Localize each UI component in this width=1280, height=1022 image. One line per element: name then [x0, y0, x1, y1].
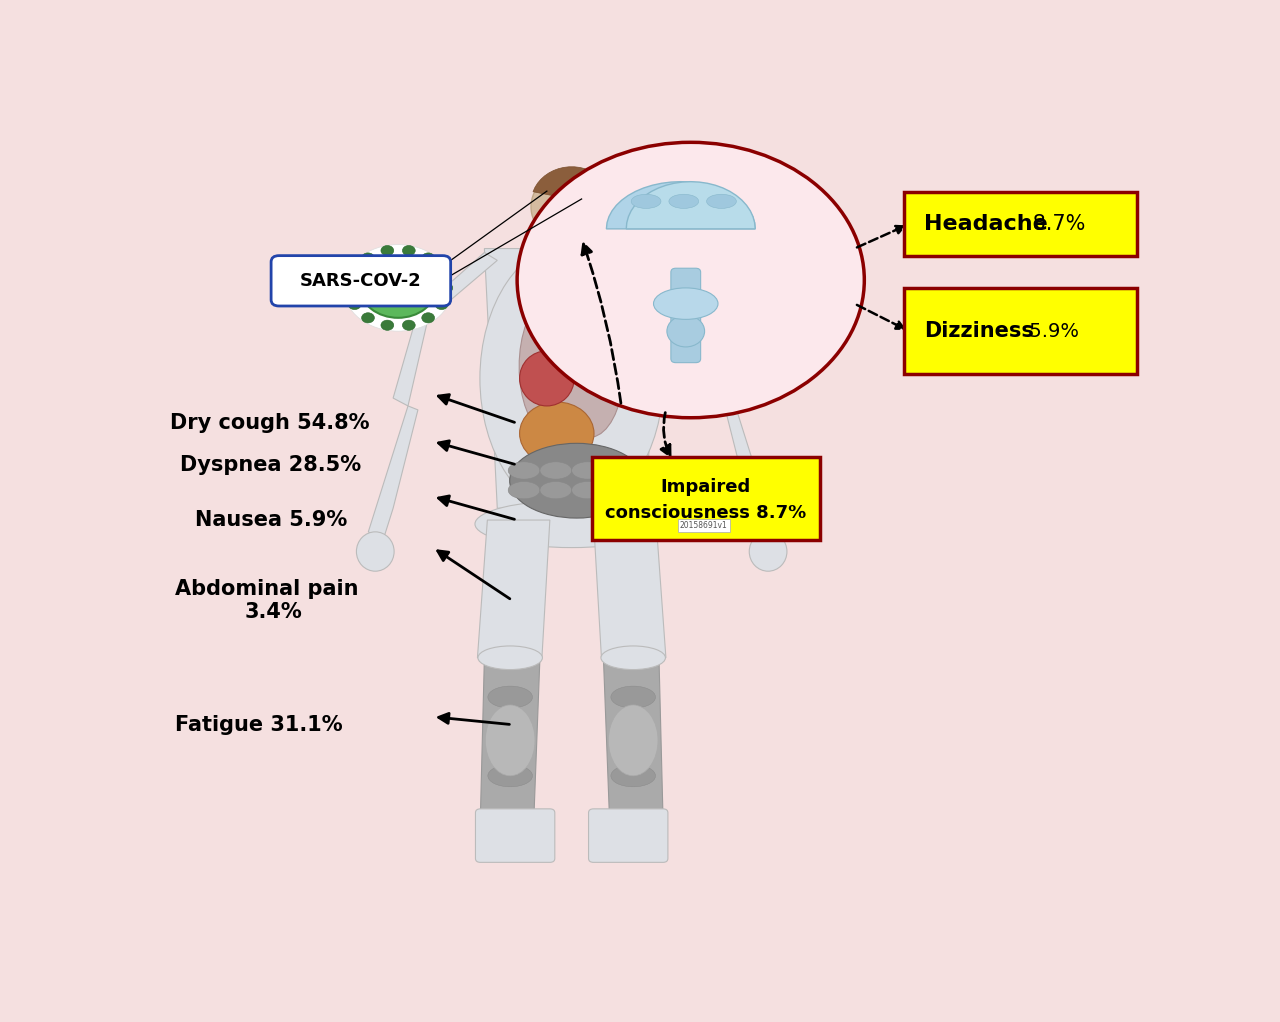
Circle shape — [385, 295, 394, 304]
Ellipse shape — [488, 764, 532, 787]
Ellipse shape — [611, 764, 655, 787]
Ellipse shape — [480, 242, 663, 514]
Polygon shape — [556, 295, 625, 437]
Ellipse shape — [488, 686, 532, 708]
Circle shape — [402, 295, 411, 304]
Text: Dyspnea 28.5%: Dyspnea 28.5% — [179, 455, 361, 475]
FancyBboxPatch shape — [589, 808, 668, 863]
Polygon shape — [626, 182, 755, 229]
FancyBboxPatch shape — [591, 457, 819, 540]
Polygon shape — [603, 658, 663, 816]
Ellipse shape — [572, 481, 603, 499]
Text: Dizziness: Dizziness — [924, 321, 1034, 341]
Ellipse shape — [531, 171, 612, 243]
Circle shape — [381, 245, 394, 256]
Ellipse shape — [603, 481, 635, 499]
Circle shape — [343, 283, 356, 293]
Circle shape — [435, 299, 448, 310]
Ellipse shape — [669, 194, 699, 208]
Text: consciousness 8.7%: consciousness 8.7% — [605, 504, 806, 522]
Circle shape — [361, 258, 435, 318]
Ellipse shape — [631, 194, 660, 208]
Polygon shape — [369, 406, 417, 540]
Polygon shape — [646, 252, 750, 406]
Circle shape — [440, 283, 453, 293]
Text: Headache: Headache — [924, 215, 1047, 234]
FancyBboxPatch shape — [475, 808, 554, 863]
Polygon shape — [594, 520, 666, 658]
Ellipse shape — [356, 531, 394, 571]
Circle shape — [381, 320, 394, 330]
Ellipse shape — [488, 726, 532, 747]
Circle shape — [421, 313, 435, 323]
Polygon shape — [726, 406, 776, 540]
Circle shape — [361, 252, 375, 263]
Circle shape — [402, 272, 411, 280]
Circle shape — [410, 284, 420, 292]
Ellipse shape — [508, 462, 540, 479]
FancyBboxPatch shape — [271, 256, 451, 306]
Ellipse shape — [540, 481, 572, 499]
Circle shape — [393, 284, 403, 292]
Circle shape — [376, 284, 387, 292]
Text: 5.9%: 5.9% — [1023, 322, 1079, 340]
Circle shape — [517, 142, 864, 418]
Polygon shape — [520, 295, 589, 437]
FancyBboxPatch shape — [549, 202, 594, 251]
Circle shape — [361, 313, 375, 323]
Circle shape — [385, 272, 394, 280]
Ellipse shape — [667, 316, 704, 346]
Polygon shape — [480, 658, 540, 816]
Text: 3.4%: 3.4% — [244, 602, 302, 622]
Ellipse shape — [540, 462, 572, 479]
Text: SARS-COV-2: SARS-COV-2 — [300, 272, 421, 290]
Ellipse shape — [509, 444, 644, 518]
Ellipse shape — [707, 194, 736, 208]
Polygon shape — [393, 252, 497, 406]
Text: Fatigue 31.1%: Fatigue 31.1% — [175, 714, 343, 735]
Ellipse shape — [520, 402, 594, 465]
Ellipse shape — [608, 705, 658, 776]
Circle shape — [343, 244, 453, 331]
FancyBboxPatch shape — [904, 288, 1137, 374]
Ellipse shape — [520, 351, 575, 406]
Ellipse shape — [654, 288, 718, 319]
Text: Dry cough 54.8%: Dry cough 54.8% — [170, 413, 370, 433]
Ellipse shape — [611, 686, 655, 708]
Polygon shape — [532, 167, 611, 203]
Text: Abdominal pain: Abdominal pain — [175, 578, 358, 599]
Ellipse shape — [749, 531, 787, 571]
Circle shape — [402, 245, 415, 256]
Ellipse shape — [508, 481, 540, 499]
FancyBboxPatch shape — [671, 268, 700, 363]
Circle shape — [421, 252, 435, 263]
Polygon shape — [607, 182, 755, 229]
Ellipse shape — [611, 726, 655, 747]
Circle shape — [402, 320, 415, 330]
Ellipse shape — [475, 501, 668, 548]
Text: 20158691v1: 20158691v1 — [680, 521, 727, 530]
Polygon shape — [477, 520, 550, 658]
Text: Nausea 5.9%: Nausea 5.9% — [195, 510, 347, 530]
Ellipse shape — [572, 462, 603, 479]
Circle shape — [348, 299, 361, 310]
Ellipse shape — [477, 646, 543, 669]
FancyBboxPatch shape — [904, 192, 1137, 257]
Ellipse shape — [600, 646, 666, 669]
FancyBboxPatch shape — [557, 240, 586, 299]
Text: 8.7%: 8.7% — [1027, 215, 1085, 234]
Polygon shape — [484, 248, 659, 508]
Ellipse shape — [603, 462, 635, 479]
Text: Impaired: Impaired — [660, 478, 751, 497]
Circle shape — [435, 266, 448, 276]
Circle shape — [348, 266, 361, 276]
Ellipse shape — [485, 705, 535, 776]
